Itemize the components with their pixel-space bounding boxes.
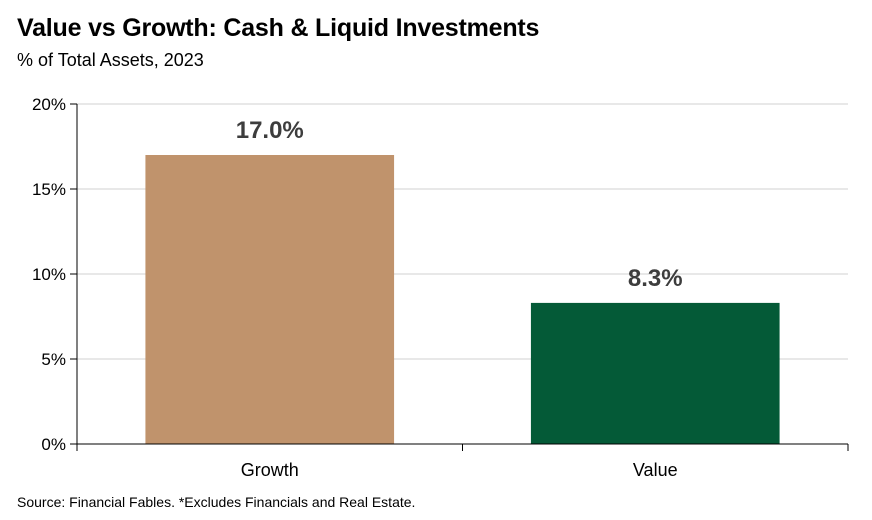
y-tick-label: 5% bbox=[41, 350, 66, 369]
y-tick-label: 20% bbox=[32, 95, 66, 114]
data-label: 17.0% bbox=[236, 117, 304, 144]
y-tick-label: 0% bbox=[41, 435, 66, 454]
bar-growth bbox=[145, 155, 395, 444]
x-category-label: Value bbox=[633, 460, 678, 480]
bars bbox=[145, 155, 780, 444]
x-category-label: Growth bbox=[241, 460, 299, 480]
axes bbox=[76, 104, 849, 451]
labels: 17.0% Growth 8.3% Value bbox=[236, 117, 683, 480]
y-tick-label: 15% bbox=[32, 180, 66, 199]
y-tick-label: 10% bbox=[32, 265, 66, 284]
bar-chart: 0% 5% 10% 15% 20% 17.0% Growth 8.3% Value bbox=[32, 95, 849, 480]
bar-value bbox=[530, 302, 780, 444]
chart-title: Value vs Growth: Cash & Liquid Investmen… bbox=[17, 14, 540, 42]
data-label: 8.3% bbox=[628, 265, 683, 292]
y-axis-ticks: 0% 5% 10% 15% 20% bbox=[32, 95, 77, 454]
chart-subtitle: % of Total Assets, 2023 bbox=[17, 50, 204, 70]
source-note: Source: Financial Fables. *Excludes Fina… bbox=[17, 494, 416, 510]
